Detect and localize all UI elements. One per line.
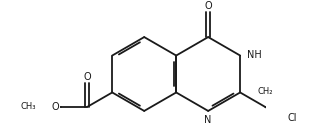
Text: N: N bbox=[204, 115, 212, 125]
Text: CH₂: CH₂ bbox=[258, 87, 274, 96]
Text: O: O bbox=[204, 1, 212, 11]
Text: O: O bbox=[52, 102, 59, 112]
Text: Cl: Cl bbox=[288, 113, 297, 123]
Text: CH₃: CH₃ bbox=[21, 103, 36, 112]
Text: NH: NH bbox=[247, 50, 262, 60]
Text: O: O bbox=[83, 72, 91, 82]
